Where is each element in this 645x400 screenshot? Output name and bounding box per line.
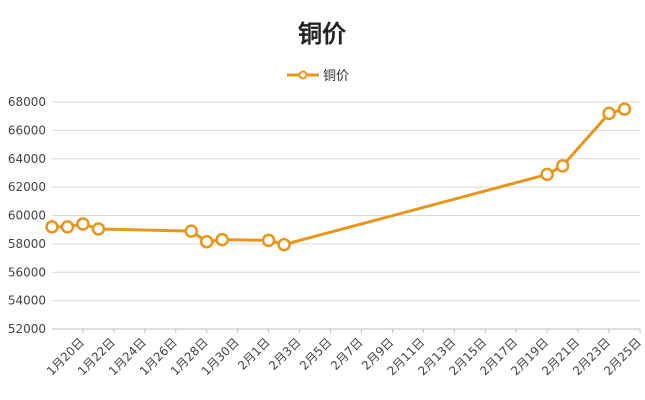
- data-point: [184, 224, 199, 238]
- y-tick-label: 54000: [8, 294, 46, 308]
- x-tick-label: 2月1日: [235, 335, 273, 373]
- data-point: [602, 106, 616, 121]
- x-tick-label: 2月3日: [266, 335, 304, 373]
- data-point: [277, 237, 291, 252]
- legend-label: 铜价: [323, 69, 349, 84]
- x-tick-label: 2月7日: [328, 335, 366, 373]
- data-point: [215, 232, 229, 247]
- data-point: [540, 167, 554, 182]
- x-tick-label: 2月5日: [297, 335, 335, 373]
- data-point: [76, 217, 90, 231]
- data-point: [60, 220, 75, 234]
- y-tick-label: 68000: [8, 95, 46, 109]
- chart-title: 铜价: [298, 20, 347, 48]
- data-point: [617, 102, 632, 116]
- y-tick-label: 52000: [8, 322, 46, 336]
- y-tick-label: 60000: [8, 209, 46, 223]
- legend: 铜价: [287, 69, 349, 84]
- gridlines: [52, 101, 640, 330]
- y-tick-label: 58000: [8, 237, 46, 251]
- y-axis-ticks: 52000 54000 56000 58000 60000 62000 64000 66000…: [8, 95, 46, 336]
- data-point: [199, 234, 214, 249]
- data-point: [91, 222, 106, 236]
- y-tick-label: 66000: [8, 123, 46, 137]
- y-tick-label: 62000: [8, 180, 46, 194]
- series-group: [45, 102, 632, 252]
- x-axis-ticks: 1月20日1月22日1月24日1月26日1月28日1月30日2月1日2月3日2月…: [44, 329, 644, 378]
- data-point: [45, 220, 59, 234]
- data-point: [261, 233, 276, 248]
- data-point: [555, 159, 570, 173]
- series-line: [50, 107, 626, 247]
- y-tick-label: 56000: [8, 265, 46, 279]
- legend-marker: [298, 70, 308, 80]
- y-tick-label: 64000: [8, 152, 46, 166]
